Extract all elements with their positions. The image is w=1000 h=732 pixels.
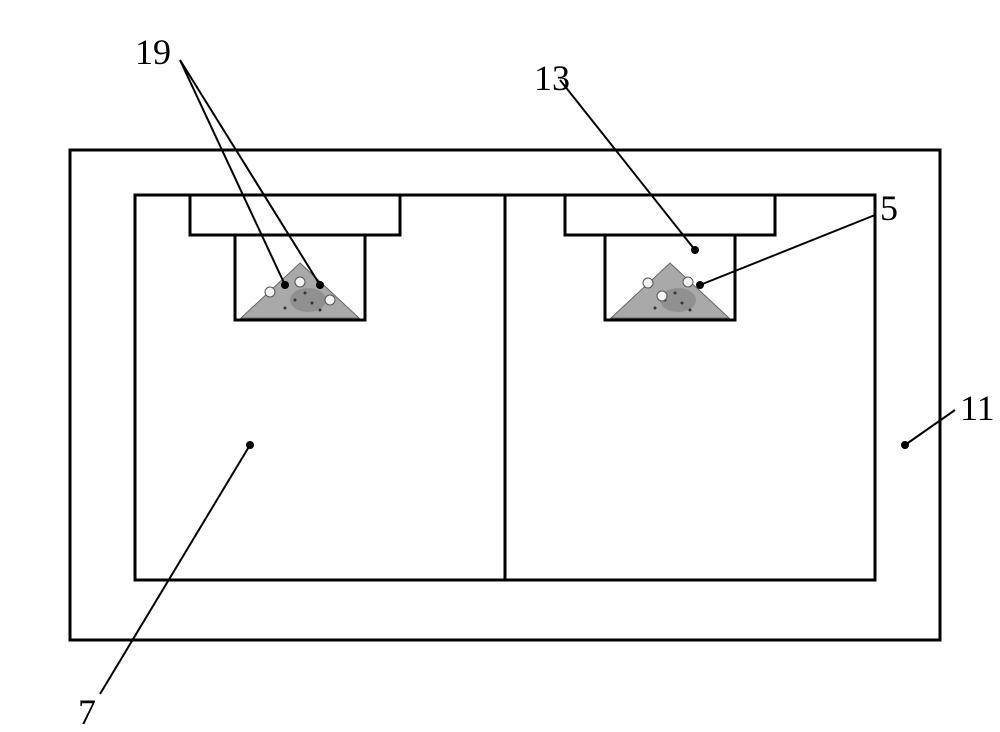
left-pile-speck-1 <box>304 292 307 295</box>
dot-5 <box>696 281 704 289</box>
left-granule-2 <box>325 295 335 305</box>
left-pile-speck-0 <box>284 307 287 310</box>
right-bar <box>565 195 775 235</box>
diagram-root: 19 13 5 11 7 <box>0 0 1000 732</box>
label-l11: 11 <box>960 388 995 428</box>
left-granule-0 <box>265 287 275 297</box>
dot-13 <box>691 246 699 254</box>
dot-19a <box>281 281 289 289</box>
canvas-bg <box>0 0 1000 732</box>
dot-19b <box>316 281 324 289</box>
right-pile-speck-1 <box>674 292 677 295</box>
left-pile-speck-3 <box>294 299 297 302</box>
right-granule-1 <box>657 291 667 301</box>
dot-11 <box>901 441 909 449</box>
left-bar <box>190 195 400 235</box>
right-granule-2 <box>683 277 693 287</box>
left-pile-speck-4 <box>311 302 314 305</box>
label-l5: 5 <box>880 188 898 228</box>
right-pile-speck-2 <box>689 309 692 312</box>
dot-7 <box>246 441 254 449</box>
label-l19: 19 <box>135 32 171 72</box>
left-granule-1 <box>295 277 305 287</box>
label-l13: 13 <box>534 58 570 98</box>
left-pile-speck-2 <box>319 309 322 312</box>
right-granule-0 <box>643 278 653 288</box>
right-pile-speck-4 <box>681 302 684 305</box>
right-pile-speck-0 <box>654 307 657 310</box>
label-l7: 7 <box>78 692 96 732</box>
